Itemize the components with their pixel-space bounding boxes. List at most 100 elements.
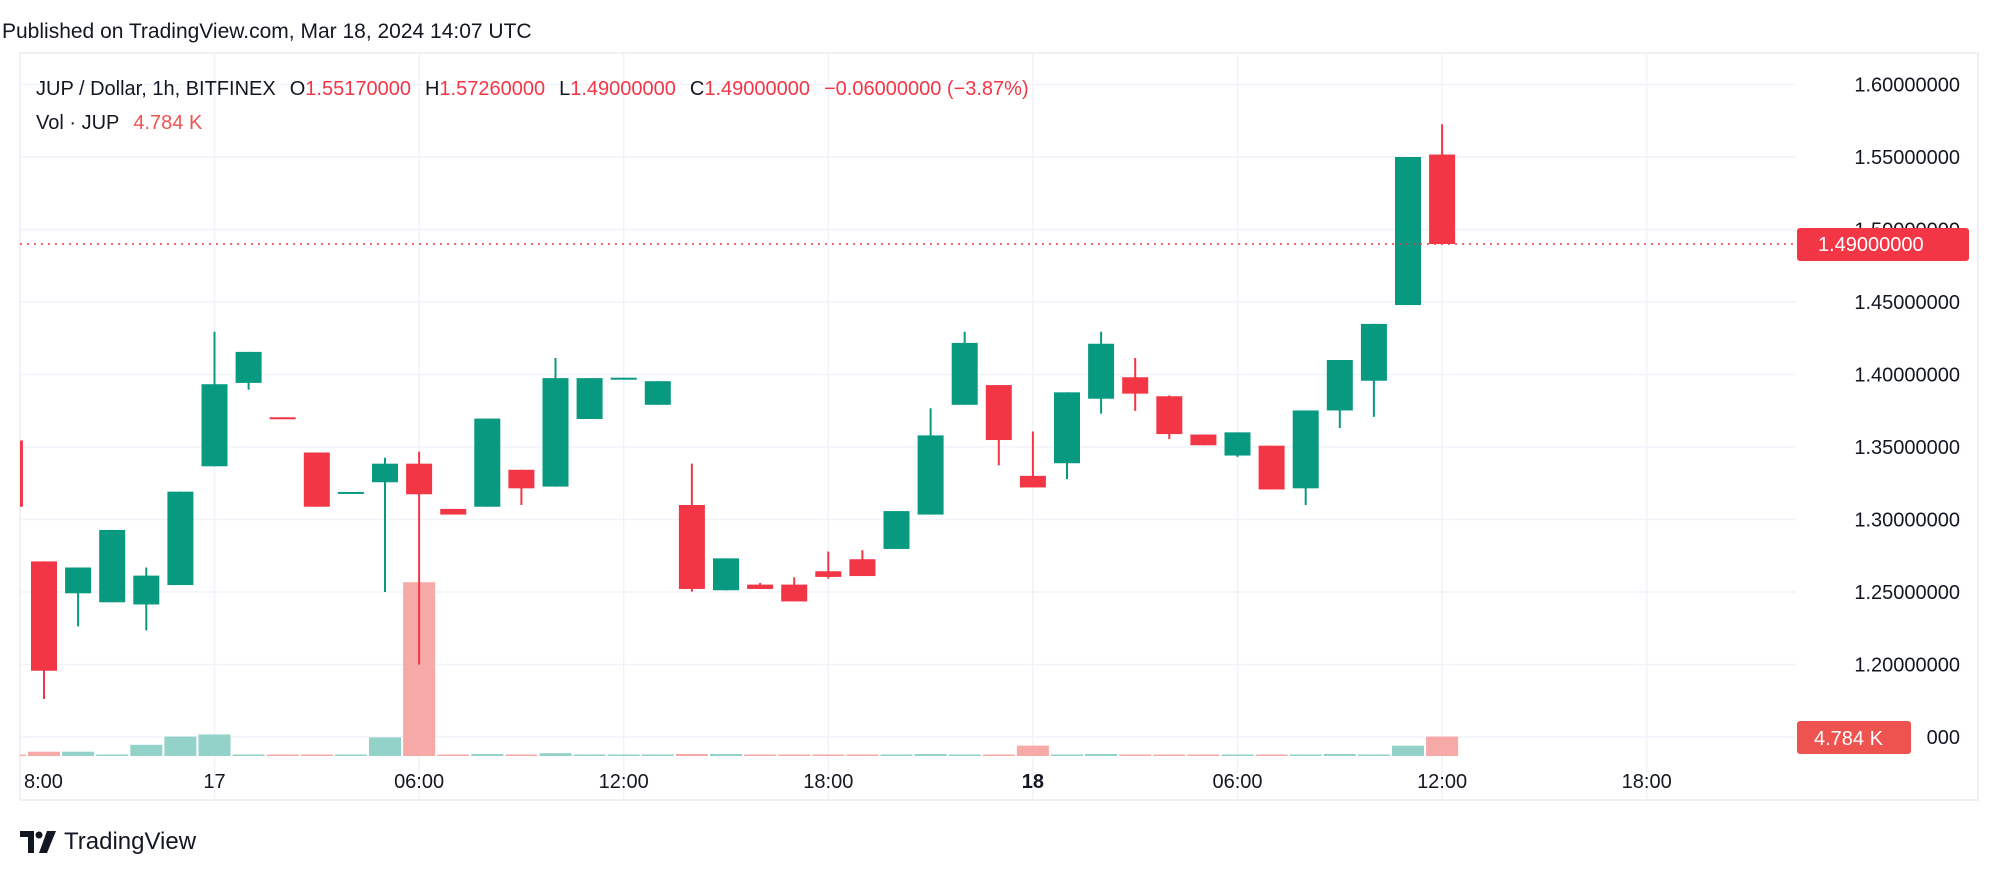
volume-bar	[539, 753, 572, 756]
candle-body	[678, 505, 705, 589]
price-axis[interactable]: 1.600000001.550000001.500000001.45000000…	[1854, 75, 1960, 750]
candle-body	[849, 559, 876, 577]
candle-body	[610, 377, 637, 380]
volume-bar	[880, 754, 913, 756]
volume-bar	[914, 753, 947, 756]
time-tick-label: 06:00	[394, 771, 444, 793]
candle-body	[440, 508, 467, 515]
open-label: O	[289, 78, 306, 100]
last-price-value: 1.49000000	[1818, 234, 1924, 256]
price-tick-label: 1.20000000	[1854, 655, 1960, 677]
volume-bar	[437, 754, 470, 756]
volume-bar	[1255, 754, 1288, 756]
ohlc-legend: JUP / Dollar, 1h, BITFINEX O1.55170000 H…	[36, 78, 1029, 101]
volume-bar	[778, 754, 811, 756]
candle-body	[1258, 445, 1285, 490]
candle-body	[474, 418, 501, 507]
price-tick-label: 1.25000000	[1854, 582, 1960, 604]
candle-body	[644, 381, 671, 405]
volume-bar	[1051, 754, 1083, 756]
volume-bar	[744, 754, 777, 756]
chart-frame	[19, 52, 1979, 801]
change-value: −0.06000000 (−3.87%)	[824, 78, 1029, 100]
high-value: 1.57260000	[439, 78, 546, 100]
candle-body	[372, 463, 398, 483]
volume-bar	[1392, 745, 1424, 756]
time-axis[interactable]: 8:00 17 06:00 12:00 18:00 18 06:00 12:00 18:00	[24, 771, 1672, 793]
candle-body	[235, 351, 262, 383]
candle-body	[133, 575, 160, 605]
candle-body	[815, 571, 842, 577]
volume-bar	[1016, 745, 1049, 756]
candle-body	[1326, 360, 1353, 411]
volume-bar	[1085, 753, 1118, 756]
volume-bar	[812, 754, 845, 756]
candle-body	[20, 440, 23, 507]
tradingview-logo[interactable]: TradingView	[20, 828, 196, 856]
candle-body	[201, 384, 228, 467]
close-value: 1.49000000	[704, 78, 810, 100]
grid-lines	[20, 53, 1796, 800]
volume-label[interactable]: Vol · JUP	[36, 112, 120, 134]
candle-body	[951, 342, 978, 405]
volume-bar	[607, 754, 640, 756]
price-tick-label: 1.60000000	[1854, 75, 1960, 97]
volume-bar	[1153, 754, 1186, 756]
price-tick-label: 000	[1927, 727, 1960, 749]
volume-bar	[573, 754, 606, 756]
candle-body	[1429, 154, 1456, 244]
volume-bar	[369, 737, 401, 756]
candle-body	[1019, 475, 1046, 488]
published-header: Published on TradingView.com, Mar 18, 20…	[2, 20, 532, 43]
low-label: L	[559, 78, 571, 100]
volume-bars	[20, 582, 1459, 756]
candle-body	[747, 584, 774, 589]
tradingview-logo-icon	[20, 831, 56, 853]
candle-body	[576, 378, 603, 420]
candle-body	[542, 378, 569, 487]
tradingview-brand-text: TradingView	[64, 828, 197, 855]
candle-body	[1190, 434, 1217, 446]
volume-bar	[948, 754, 981, 756]
volume-bar	[641, 754, 674, 756]
volume-bar	[300, 754, 333, 756]
candle-body	[406, 463, 433, 495]
volume-bar	[62, 751, 95, 756]
candle-body	[303, 452, 330, 507]
volume-bar	[164, 736, 197, 756]
volume-bar	[1119, 754, 1152, 756]
time-tick-label: 12:00	[1417, 771, 1467, 793]
time-tick-label: 18	[1022, 771, 1044, 793]
volume-bar	[198, 734, 231, 756]
price-tick-label: 1.45000000	[1854, 292, 1960, 314]
symbol-title[interactable]: JUP / Dollar, 1h, BITFINEX	[36, 78, 276, 100]
volume-bar	[675, 753, 708, 756]
volume-bar	[266, 754, 299, 756]
price-tick-label: 1.40000000	[1854, 365, 1960, 387]
time-tick-label: 12:00	[599, 771, 649, 793]
candle-body	[337, 491, 364, 494]
time-tick-label: 17	[203, 771, 225, 793]
volume-bar	[846, 754, 879, 756]
candle-body	[1292, 410, 1319, 489]
candle-body	[1360, 323, 1387, 381]
last-price-label: 1.49000000	[1797, 228, 1969, 261]
volume-bar	[1289, 754, 1322, 756]
volume-bar	[20, 754, 26, 756]
candle-body	[1395, 157, 1421, 306]
time-tick-label: 06:00	[1212, 771, 1262, 793]
volume-bar	[471, 753, 504, 756]
candle-body	[1156, 396, 1183, 435]
volume-bar	[96, 754, 129, 756]
candle-body	[1088, 343, 1115, 399]
candles	[20, 124, 1456, 700]
volume-bar	[982, 754, 1015, 756]
volume-bar	[1357, 754, 1390, 756]
time-tick-label: 18:00	[803, 771, 853, 793]
last-volume-label: 4.784 K	[1797, 721, 1911, 754]
candle-body	[917, 435, 944, 515]
high-label: H	[424, 78, 440, 100]
candle-body	[508, 469, 535, 489]
last-volume-value: 4.784 K	[1814, 728, 1884, 750]
